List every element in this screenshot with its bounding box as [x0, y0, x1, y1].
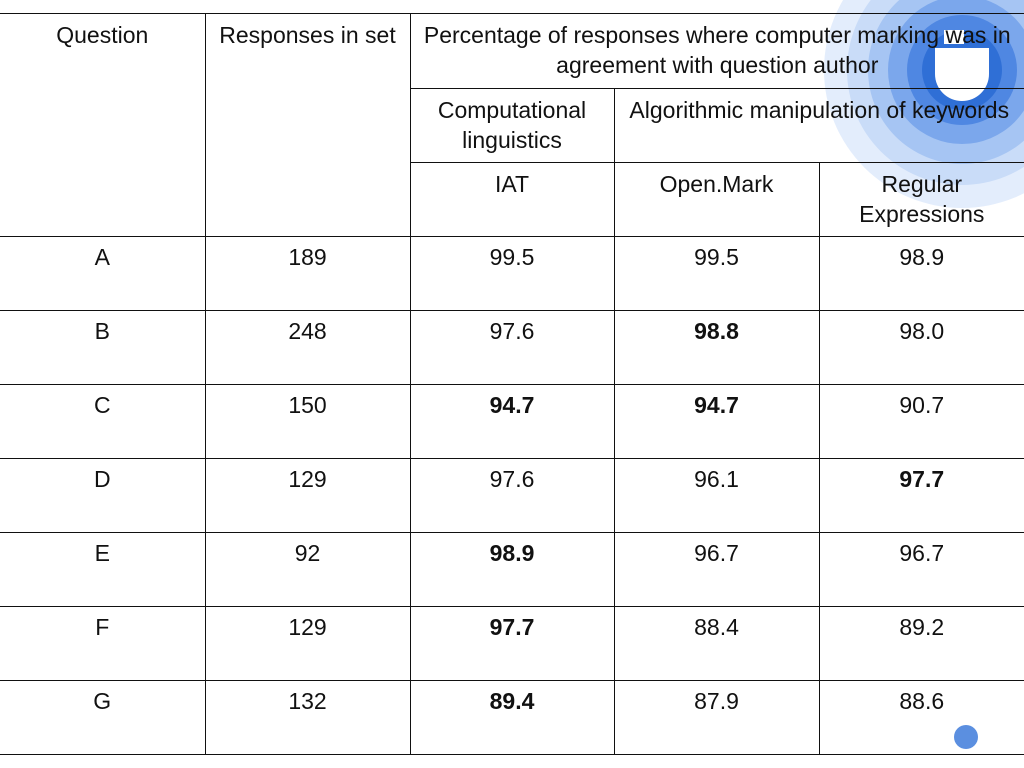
- openmark-cell: 96.1: [613, 458, 820, 533]
- iat-cell: 97.6: [409, 310, 615, 385]
- question-cell: B: [0, 310, 206, 385]
- header-percentage: Percentage of responses where computer m…: [409, 13, 1024, 89]
- header-regex: Regular Expressions: [818, 162, 1024, 237]
- regex-cell: 88.6: [818, 680, 1024, 755]
- table-row: C 150 94.7 94.7 90.7: [0, 384, 1024, 459]
- question-cell: F: [0, 606, 206, 681]
- regex-cell: 89.2: [818, 606, 1024, 681]
- openmark-cell: 98.8: [613, 310, 820, 385]
- header-computational: Computational linguistics: [409, 88, 615, 163]
- question-cell: G: [0, 680, 206, 755]
- header-row-2: Computational linguistics Algorithmic ma…: [0, 88, 1024, 163]
- table-row: E 92 98.9 96.7 96.7: [0, 532, 1024, 607]
- table-row: F 129 97.7 88.4 89.2: [0, 606, 1024, 681]
- openmark-cell: 99.5: [613, 236, 820, 311]
- regex-cell: 98.0: [818, 310, 1024, 385]
- openmark-cell: 87.9: [613, 680, 820, 755]
- header-row-3: IAT Open.Mark Regular Expressions: [0, 162, 1024, 237]
- responses-cell: 248: [204, 310, 411, 385]
- regex-cell: 96.7: [818, 532, 1024, 607]
- table-row: G 132 89.4 87.9 88.6: [0, 680, 1024, 755]
- openmark-cell: 94.7: [613, 384, 820, 459]
- header-iat: IAT: [409, 162, 615, 237]
- iat-cell: 99.5: [409, 236, 615, 311]
- results-table: Question Responses in set Percentage of …: [0, 13, 1024, 755]
- iat-cell: 97.7: [409, 606, 615, 681]
- question-cell: E: [0, 532, 206, 607]
- openmark-cell: 88.4: [613, 606, 820, 681]
- question-cell: C: [0, 384, 206, 459]
- question-cell: D: [0, 458, 206, 533]
- header-row-1: Question Responses in set Percentage of …: [0, 13, 1024, 237]
- responses-cell: 132: [204, 680, 411, 755]
- regex-cell: 98.9: [818, 236, 1024, 311]
- header-question: Question: [0, 13, 206, 237]
- regex-cell: 97.7: [818, 458, 1024, 533]
- responses-cell: 150: [204, 384, 411, 459]
- regex-cell: 90.7: [818, 384, 1024, 459]
- table-row: A 189 99.5 99.5 98.9: [0, 236, 1024, 311]
- responses-cell: 189: [204, 236, 411, 311]
- question-cell: A: [0, 236, 206, 311]
- iat-cell: 98.9: [409, 532, 615, 607]
- table-row: B 248 97.6 98.8 98.0: [0, 310, 1024, 385]
- responses-cell: 92: [204, 532, 411, 607]
- iat-cell: 97.6: [409, 458, 615, 533]
- responses-cell: 129: [204, 606, 411, 681]
- header-openmark: Open.Mark: [613, 162, 820, 237]
- iat-cell: 89.4: [409, 680, 615, 755]
- header-algorithmic: Algorithmic manipulation of keywords: [613, 88, 1024, 163]
- openmark-cell: 96.7: [613, 532, 820, 607]
- iat-cell: 94.7: [409, 384, 615, 459]
- header-responses: Responses in set: [204, 13, 411, 237]
- responses-cell: 129: [204, 458, 411, 533]
- table-row: D 129 97.6 96.1 97.7: [0, 458, 1024, 533]
